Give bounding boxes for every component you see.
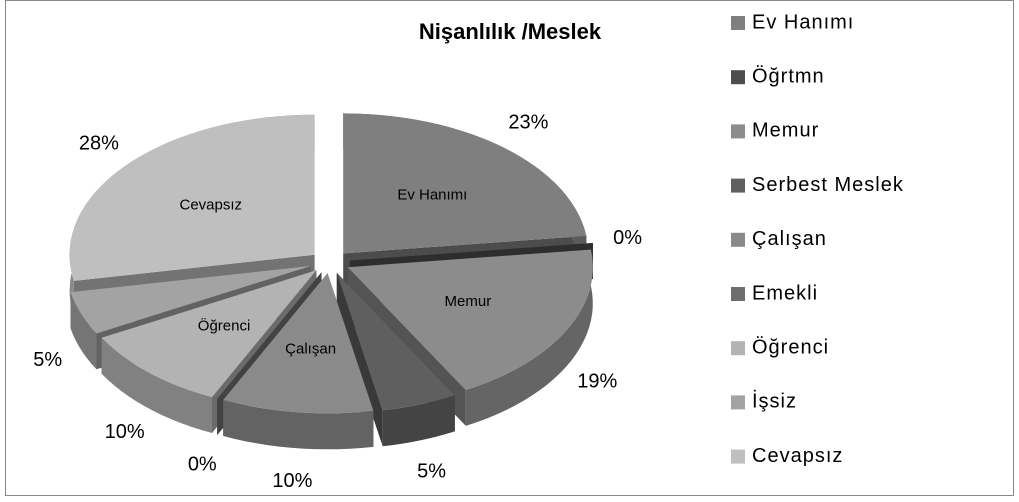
legend-label: Memur: [752, 120, 819, 142]
legend-label: Serbest Meslek: [752, 174, 904, 196]
chart-title: Nişanlılık /Meslek: [419, 19, 602, 44]
slice-wall: [70, 292, 97, 370]
legend-swatch: [731, 232, 745, 247]
slice-side: [336, 272, 383, 447]
legend-swatch: [731, 178, 745, 193]
slice: [343, 113, 587, 254]
slice-label: Memur: [445, 293, 492, 310]
slice: [217, 272, 322, 399]
slice: [347, 249, 593, 390]
legend-label: Cevapsız: [752, 445, 843, 467]
legend-label: Çalışan: [752, 228, 827, 250]
data-label: 5%: [417, 460, 446, 482]
slice-wall: [223, 400, 374, 450]
legend-label: Emekli: [752, 282, 818, 304]
legend-swatch: [731, 16, 745, 30]
slice: [223, 273, 374, 414]
data-label: 5%: [33, 349, 62, 371]
legend-swatch: [731, 341, 745, 356]
legend-swatch: [731, 287, 745, 301]
data-label: 10%: [105, 421, 145, 443]
data-label: 28%: [79, 132, 119, 154]
slice-wall: [465, 249, 593, 426]
legend-label: İşsiz: [752, 390, 797, 413]
data-label: 0%: [613, 227, 642, 249]
data-label: 0%: [188, 454, 217, 476]
slice-wall: [101, 337, 212, 433]
legend-label: Ev Hanımı: [752, 11, 854, 33]
legend-swatch: [731, 449, 745, 464]
data-label: 19%: [577, 370, 617, 392]
slice: [336, 272, 455, 411]
slice-label: Öğrenci: [198, 316, 251, 334]
slice-label: Cevapsız: [179, 197, 242, 214]
slice-wall: [382, 395, 455, 447]
slice-label: Çalışan: [285, 341, 336, 358]
legend-label: Öğrenci: [752, 336, 829, 358]
legend-label: Öğrtmn: [752, 65, 825, 87]
legend-swatch: [731, 395, 745, 410]
slice-label: Ev Hanımı: [397, 187, 467, 204]
slice: [70, 265, 312, 334]
slice: [69, 114, 315, 281]
legend-swatch: [731, 70, 745, 85]
legend-swatch: [731, 124, 745, 139]
data-label: 23%: [508, 112, 548, 134]
slice: [101, 270, 317, 397]
data-label: 10%: [272, 470, 312, 492]
